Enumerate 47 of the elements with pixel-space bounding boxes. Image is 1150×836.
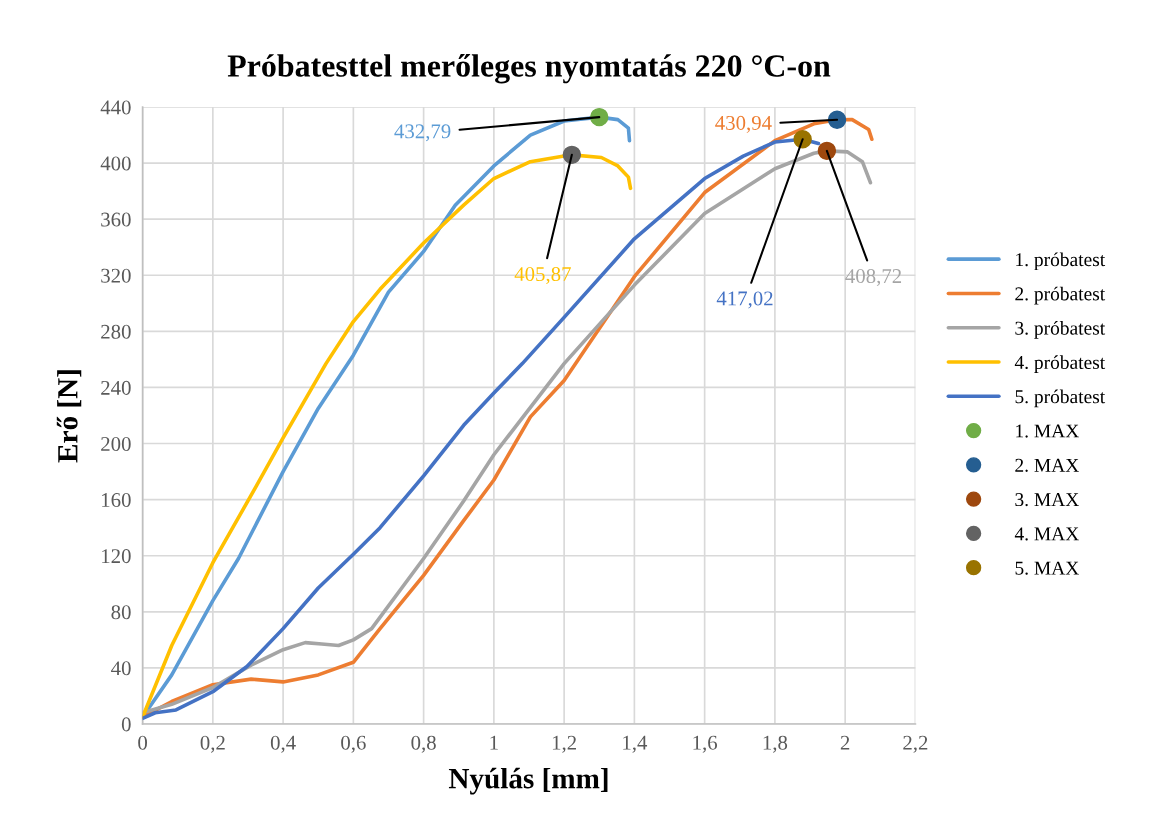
legend-label: 5. MAX	[1015, 561, 1079, 575]
y-tick-label: 240	[101, 380, 131, 395]
point	[793, 130, 812, 149]
y-tick-label: 0	[121, 717, 131, 732]
y-tick-label: 280	[101, 324, 131, 339]
legend-label: 2. MAX	[1015, 458, 1079, 472]
x-tick-label: 1	[490, 735, 498, 750]
chart-title: Próbatesttel merőleges nyomtatás 220 °C-on	[227, 53, 831, 84]
y-tick-label: 160	[102, 493, 131, 508]
data-label: 405,87	[514, 267, 571, 285]
y-tick-label: 200	[101, 436, 131, 451]
x-tick-label: 1,6	[693, 735, 718, 753]
point	[590, 107, 609, 127]
x-tick-label: 1,8	[763, 735, 788, 753]
x-tick-label: 0	[138, 735, 148, 750]
x-axis-title: Nyúlás [mm]	[448, 767, 608, 795]
y-tick-label: 320	[101, 268, 131, 283]
legend-label: 1. MAX	[1016, 424, 1079, 438]
x-tick-label: 0,4	[270, 735, 296, 753]
legend-label: 5. próbatest	[1015, 389, 1106, 408]
legend-label: 4. MAX	[1014, 527, 1079, 541]
x-tick-label: 2	[840, 735, 850, 750]
data-label: 408,72	[845, 269, 902, 287]
y-tick-label: 400	[100, 156, 131, 171]
point	[827, 110, 847, 129]
y-axis-title: Erő [N]	[56, 370, 82, 463]
x-tick-label: 0,2	[200, 735, 225, 753]
legend-label: 3. MAX	[1015, 493, 1079, 507]
data-label: 432,79	[394, 124, 451, 142]
data-label: 417,02	[716, 291, 773, 309]
x-tick-label: 0,6	[341, 735, 366, 753]
point	[817, 141, 837, 161]
y-tick-label: 360	[101, 212, 131, 227]
legend-label: 3. próbatest	[1015, 321, 1106, 339]
y-tick-label: 120	[102, 549, 131, 564]
x-tick-label: 0,8	[411, 735, 436, 753]
x-tick-label: 1,4	[623, 735, 648, 753]
x-tick-label: 2,2	[903, 735, 928, 753]
point	[562, 145, 582, 165]
x-tick-label: 1,2	[552, 735, 576, 753]
y-tick-label: 40	[111, 661, 131, 676]
y-tick-label: 440	[100, 100, 131, 115]
legend-label: 1. próbatest	[1016, 252, 1106, 271]
y-tick-label: 80	[111, 605, 131, 620]
legend-label: 2. próbatest	[1015, 286, 1106, 305]
legend-label: 4. próbatest	[1014, 355, 1106, 373]
data-label: 430,94	[715, 115, 772, 133]
